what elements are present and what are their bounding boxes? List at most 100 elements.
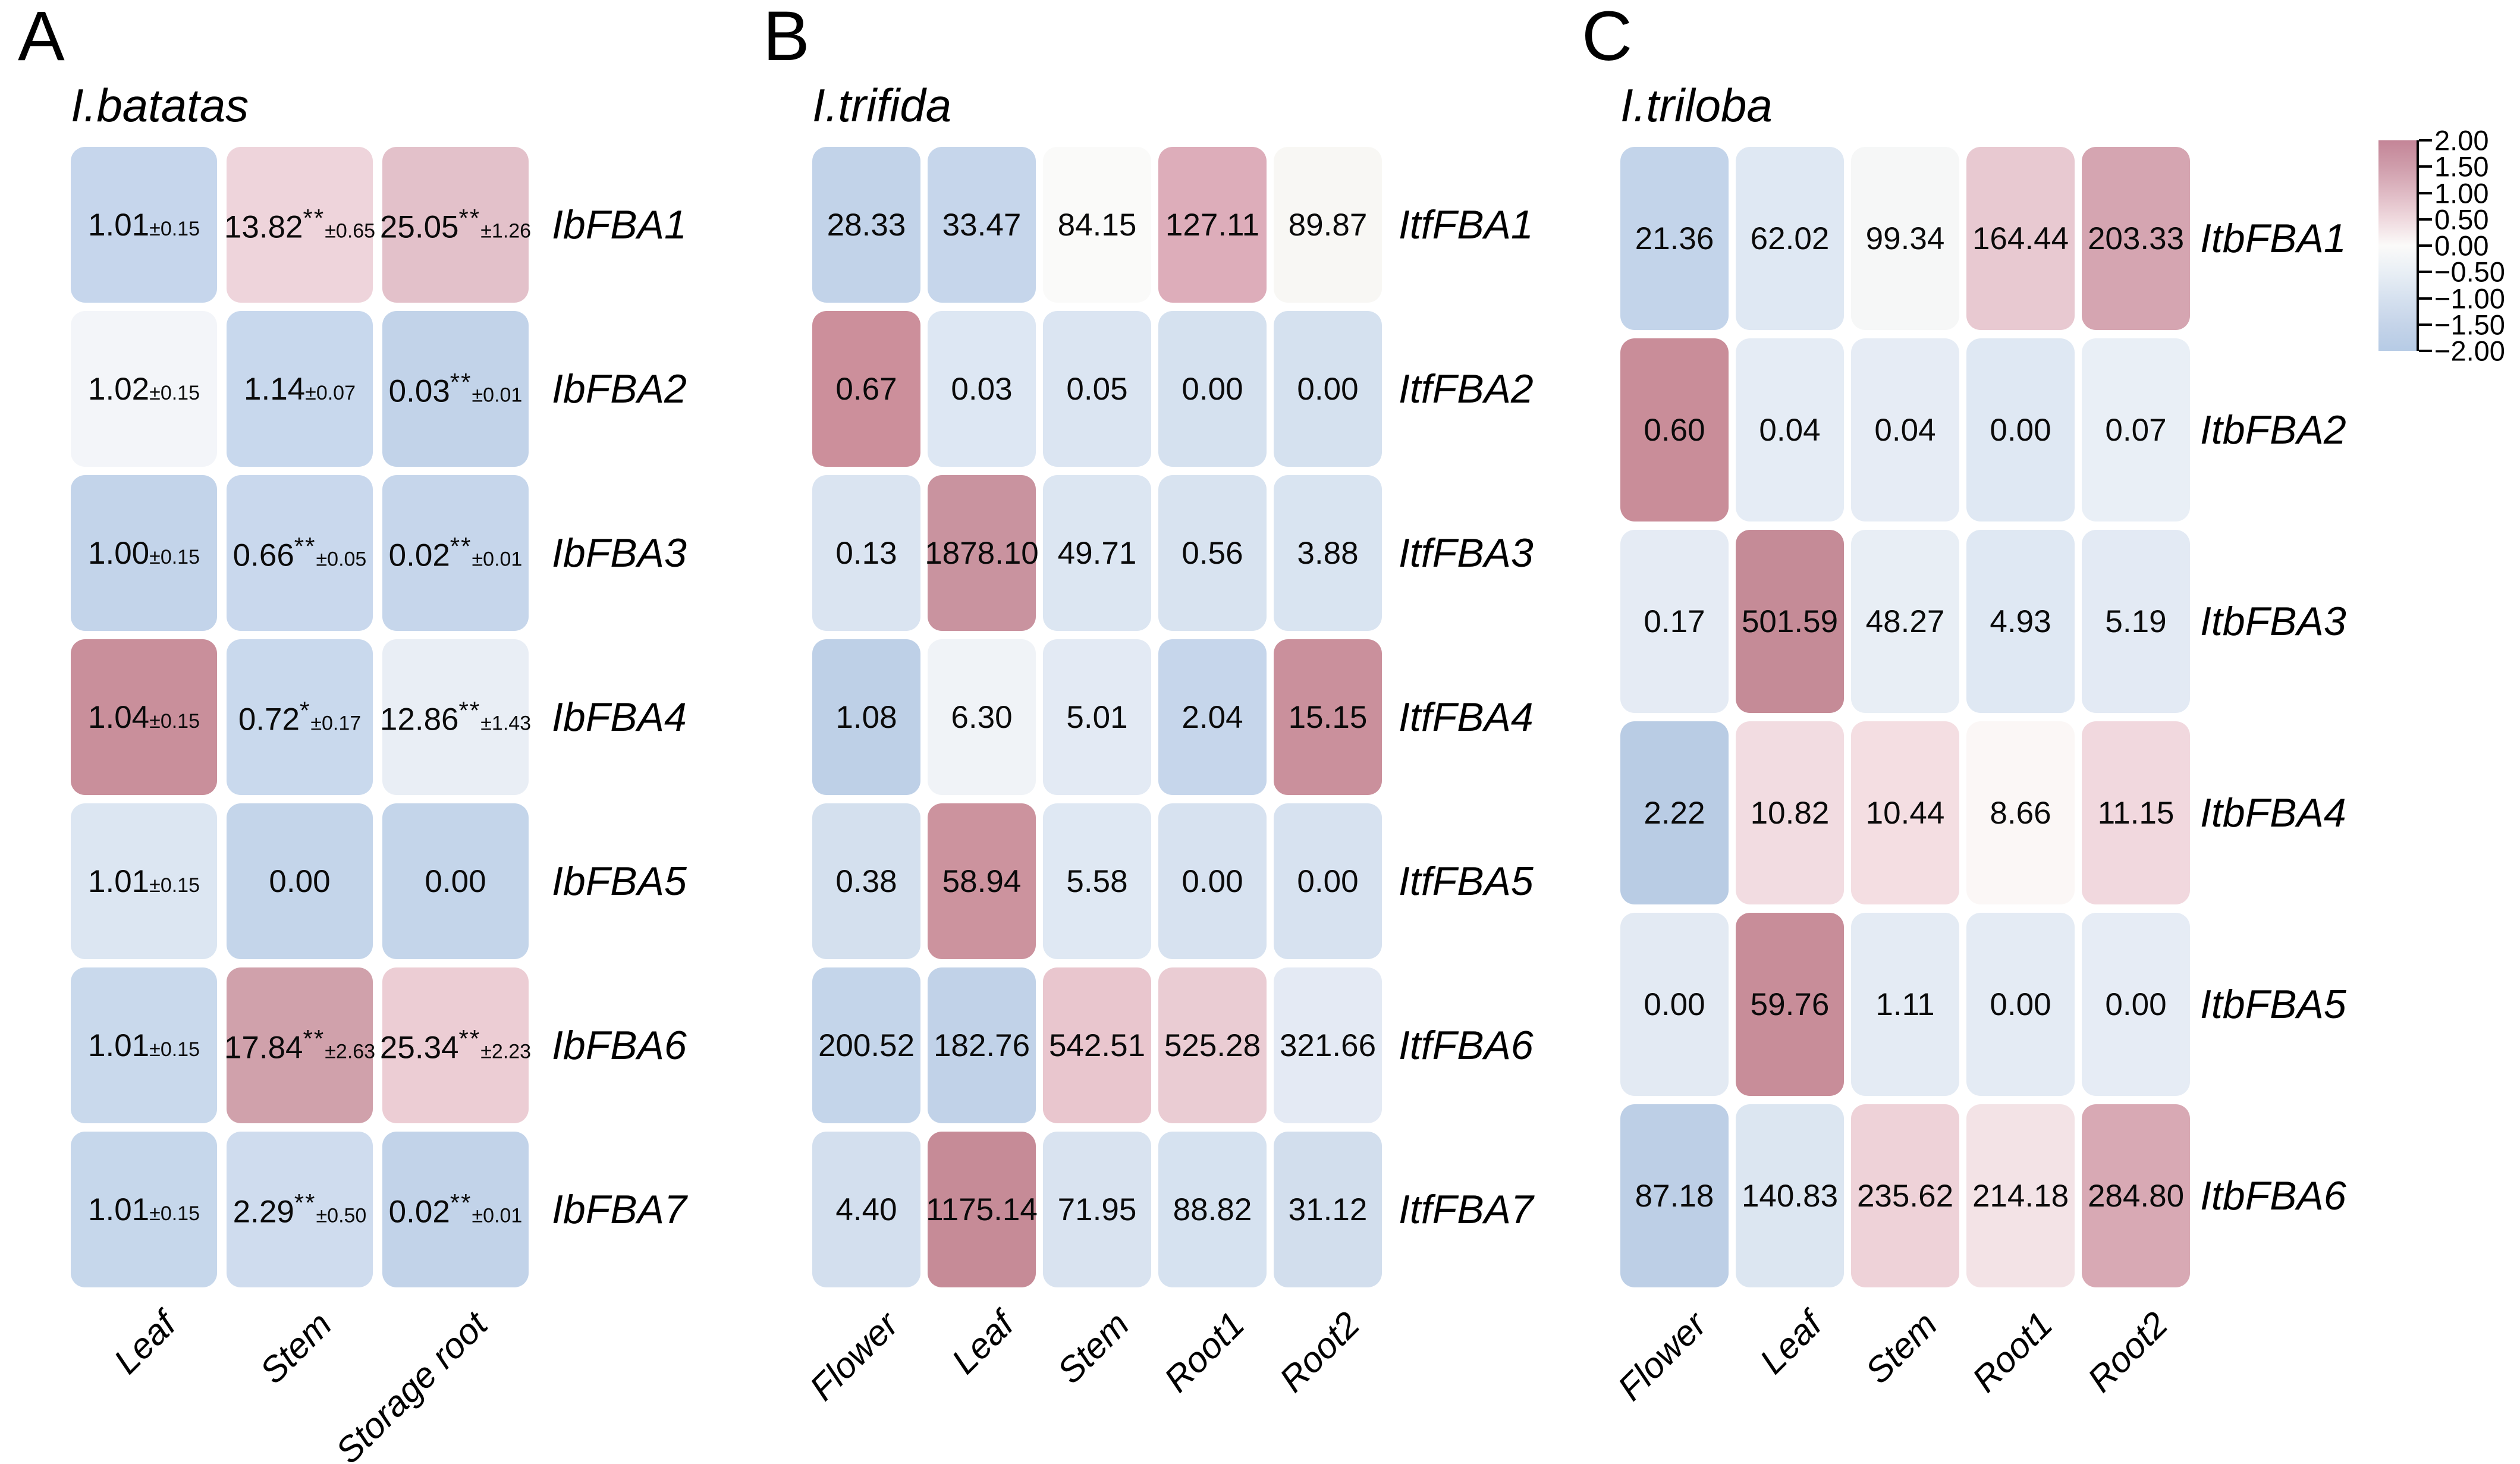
cell-value: 15.15 [1288, 699, 1368, 735]
cell-text: 214.18 [1972, 1178, 2069, 1214]
cell-error: ±0.15 [149, 217, 200, 240]
heatmap-cell: 0.00 [1158, 803, 1267, 959]
cell-value: 0.03 [951, 371, 1013, 407]
cell-value: 2.22 [1644, 795, 1705, 831]
gene-row-label: ItfFBA2 [1399, 366, 1534, 411]
cell-text: 21.36 [1635, 221, 1714, 257]
gene-row-label: ItfFBA1 [1399, 202, 1534, 247]
cell-text: 0.02**±0.01 [389, 1189, 523, 1230]
heatmap-cell: 0.66**±0.05 [227, 475, 373, 631]
heatmap-cell: 89.87 [1274, 147, 1382, 303]
cell-error: ±0.01 [472, 1204, 523, 1227]
heatmap-cell: 0.00 [1274, 311, 1382, 467]
cell-error: ±1.26 [480, 219, 532, 243]
heatmap-cell: 33.47 [928, 147, 1036, 303]
cell-error: ±0.65 [325, 219, 376, 243]
significance-asterisks: * [299, 696, 311, 725]
heatmap-cell: 1.00±0.15 [71, 475, 217, 631]
cell-error: ±0.05 [316, 548, 367, 571]
cell-value: 182.76 [933, 1028, 1030, 1063]
cell-value: 140.83 [1741, 1178, 1839, 1214]
heatmap-cell: 0.00 [1274, 803, 1382, 959]
gene-row-label: ItfFBA4 [1399, 695, 1534, 740]
gene-row-label: ItfFBA6 [1399, 1023, 1534, 1068]
heatmap-cell: 48.27 [1851, 530, 1959, 713]
cell-text: 1.11 [1875, 987, 1934, 1023]
cell-value: 1.01 [88, 1028, 150, 1063]
heatmap-cell: 58.94 [928, 803, 1036, 959]
heatmap-cell: 214.18 [1966, 1104, 2075, 1287]
cell-value: 58.94 [942, 863, 1022, 899]
cell-text: 33.47 [942, 207, 1022, 243]
heatmap-cell: 200.52 [812, 967, 920, 1123]
cell-value: 0.05 [1066, 371, 1128, 407]
cell-text: 0.00 [1990, 412, 2051, 448]
gene-row-label: ItbFBA1 [2200, 216, 2346, 261]
cell-error: ±0.15 [149, 1202, 200, 1225]
cell-error: ±2.23 [480, 1040, 532, 1063]
gene-row-label: IbFBA2 [552, 366, 687, 411]
cell-value: 0.00 [425, 863, 486, 899]
heatmap-cell: 10.82 [1736, 721, 1844, 904]
cell-text: 25.34**±2.23 [380, 1025, 531, 1066]
colorbar-tick [2419, 244, 2432, 247]
cell-value: 214.18 [1972, 1178, 2069, 1214]
heatmap-cell: 0.00 [1966, 338, 2075, 521]
cell-text: 0.13 [835, 535, 897, 571]
heatmap-cell: 0.72*±0.17 [227, 639, 373, 795]
heatmap-cell: 59.76 [1736, 913, 1844, 1096]
colorbar-tick [2419, 323, 2432, 326]
cell-text: 99.34 [1866, 221, 1945, 257]
heatmap-cell: 0.13 [812, 475, 920, 631]
heatmap-cell: 1878.10 [925, 475, 1039, 631]
cell-text: 0.07 [2105, 412, 2166, 448]
cell-text: 4.40 [835, 1192, 897, 1228]
cell-value: 5.19 [2105, 604, 2167, 639]
colorbar-tick-label: −1.50 [2434, 309, 2505, 341]
colorbar-tick [2419, 191, 2432, 194]
cell-value: 5.58 [1066, 863, 1128, 899]
cell-value: 28.33 [827, 207, 906, 243]
cell-value: 501.59 [1741, 604, 1839, 639]
cell-value: 542.51 [1048, 1028, 1146, 1063]
cell-text: 0.00 [425, 863, 486, 900]
cell-text: 0.67 [835, 371, 897, 407]
colorbar-tick-label: −0.50 [2434, 256, 2505, 288]
cell-text: 88.82 [1173, 1192, 1252, 1228]
cell-value: 0.00 [1990, 412, 2051, 448]
heatmap-cell: 1.01±0.15 [71, 803, 217, 959]
heatmap-cell: 17.84**±2.63 [224, 967, 375, 1123]
cell-text: 0.03**±0.01 [389, 368, 523, 410]
heatmap-cell: 1175.14 [926, 1132, 1038, 1287]
heatmap-cell: 525.28 [1158, 967, 1267, 1123]
cell-value: 321.66 [1279, 1028, 1377, 1063]
heatmap-cell: 0.03**±0.01 [382, 311, 529, 467]
cell-text: 10.44 [1866, 795, 1945, 831]
cell-value: 1.01 [88, 207, 150, 243]
cell-error: ±0.50 [316, 1204, 367, 1227]
significance-asterisks: ** [450, 532, 472, 561]
colorbar-tick [2419, 350, 2432, 352]
heatmap-cell: 13.82**±0.65 [224, 147, 376, 303]
cell-text: 0.00 [1297, 863, 1358, 900]
cell-text: 525.28 [1164, 1028, 1261, 1064]
cell-text: 164.44 [1972, 221, 2069, 257]
gene-row-label: ItbFBA6 [2200, 1173, 2346, 1218]
cell-value: 25.34 [379, 1030, 459, 1066]
cell-value: 1.01 [88, 1192, 150, 1227]
gene-row-label: IbFBA3 [552, 530, 687, 576]
heatmap-cell: 28.33 [812, 147, 920, 303]
cell-value: 71.95 [1057, 1192, 1137, 1227]
heatmap-cell: 49.71 [1043, 475, 1151, 631]
cell-text: 87.18 [1635, 1178, 1714, 1214]
cell-text: 11.15 [2098, 795, 2175, 831]
cell-text: 58.94 [942, 863, 1022, 900]
cell-value: 0.07 [2105, 412, 2167, 448]
cell-value: 2.29 [232, 1194, 294, 1230]
cell-error: ±1.43 [480, 712, 532, 735]
heatmap-cell: 4.40 [812, 1132, 920, 1287]
heatmap-cell: 127.11 [1158, 147, 1267, 303]
cell-value: 1.04 [88, 699, 150, 735]
heatmap-cell: 0.04 [1736, 338, 1844, 521]
